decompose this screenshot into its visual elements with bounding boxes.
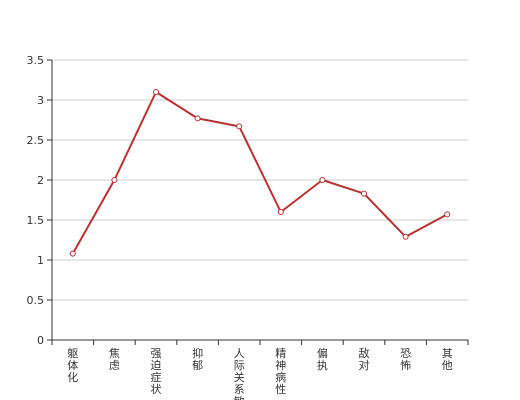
series-line <box>71 91 448 255</box>
data-point <box>402 233 409 240</box>
x-tick-label: 人际关系敏感 <box>234 347 245 400</box>
x-tick-label: 偏执 <box>317 346 328 372</box>
data-point <box>153 89 159 95</box>
x-tick-label: 抑郁 <box>192 346 203 372</box>
y-tick-label: 3 <box>37 94 44 107</box>
y-tick-label: 2.5 <box>27 134 45 147</box>
grid-lines <box>52 59 468 301</box>
axes <box>47 59 469 345</box>
series <box>69 89 451 257</box>
data-point <box>319 177 326 183</box>
x-tick-label: 强迫症状 <box>151 347 162 396</box>
y-tick-label: 0.5 <box>27 294 45 307</box>
data-point <box>361 190 367 197</box>
data-point <box>111 177 118 183</box>
y-tick-label: 2 <box>37 174 44 187</box>
y-tick-label: 1.5 <box>27 214 45 227</box>
x-tick-label: 敌对 <box>359 346 370 372</box>
x-tick-label: 恐怖 <box>400 347 411 372</box>
x-tick-label: 其他 <box>442 347 453 372</box>
x-tick-label: 躯体化 <box>67 347 78 384</box>
data-point <box>194 115 201 122</box>
data-point <box>236 123 243 130</box>
y-tick-label: 1 <box>37 254 44 267</box>
data-point <box>444 211 451 218</box>
y-tick-label: 3.5 <box>27 54 45 67</box>
x-tick-label: 精神病性 <box>275 347 286 396</box>
axis-labels: 0 0.5 1 1.5 2 2.5 3 3.5 躯体化 焦虑 强迫症状 抑郁 人际关系敏感 精神病性 偏执 敌… <box>27 54 453 400</box>
x-tick-label: 焦虑 <box>109 347 120 372</box>
y-tick-label: 0 <box>37 334 44 347</box>
data-point <box>69 250 76 257</box>
data-point <box>277 209 284 215</box>
